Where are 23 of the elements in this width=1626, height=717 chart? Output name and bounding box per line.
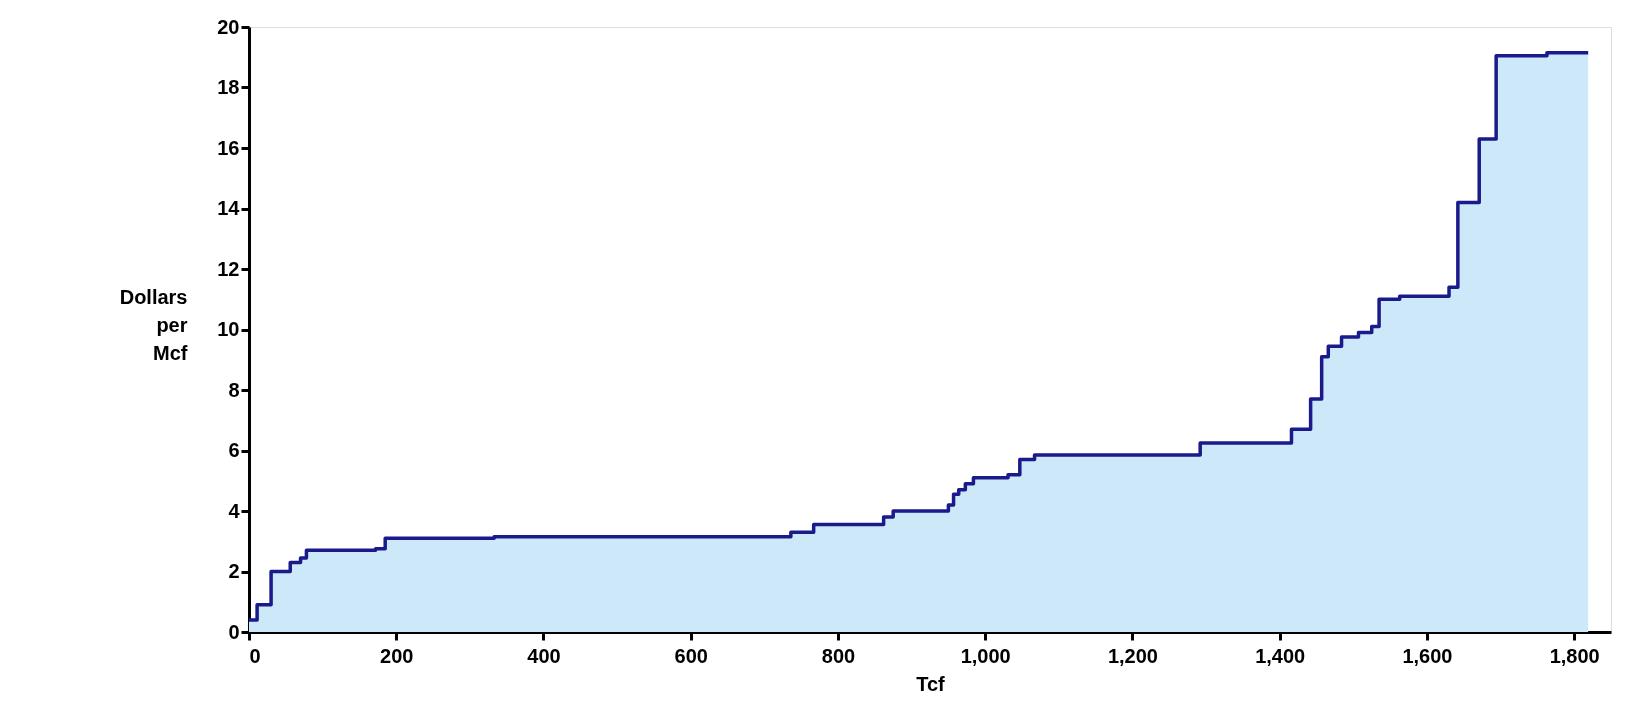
y-tick-label: 18 — [217, 76, 240, 98]
x-tick-label: 1,600 — [1402, 644, 1453, 667]
x-tick-label: 600 — [674, 644, 708, 667]
y-tick-label: 10 — [217, 318, 240, 340]
x-axis-title: Tcf — [916, 672, 946, 695]
y-tick-label: 4 — [228, 499, 241, 522]
x-tick-label: 1,800 — [1549, 644, 1600, 667]
x-tick-label: 800 — [821, 644, 856, 667]
x-tick-label: 1,400 — [1255, 644, 1306, 667]
y-tick-label: 12 — [217, 257, 240, 280]
y-tick-label: 16 — [217, 136, 240, 159]
y-tick-label: 8 — [228, 378, 240, 401]
x-tick-label: 0 — [249, 644, 261, 667]
y-tick-label: 14 — [217, 197, 241, 219]
y-tick-label: 0 — [228, 620, 240, 643]
y-tick-label: 20 — [217, 15, 240, 38]
y-tick-label: 2 — [228, 560, 240, 582]
x-tick-label: 400 — [527, 644, 561, 667]
y-tick-label: 6 — [228, 439, 240, 461]
x-tick-label: 1,000 — [960, 644, 1011, 667]
x-tick-label: 200 — [380, 644, 414, 667]
x-tick-label: 1,200 — [1107, 644, 1158, 667]
y-axis-title: Dollars per Mcf — [119, 285, 188, 364]
